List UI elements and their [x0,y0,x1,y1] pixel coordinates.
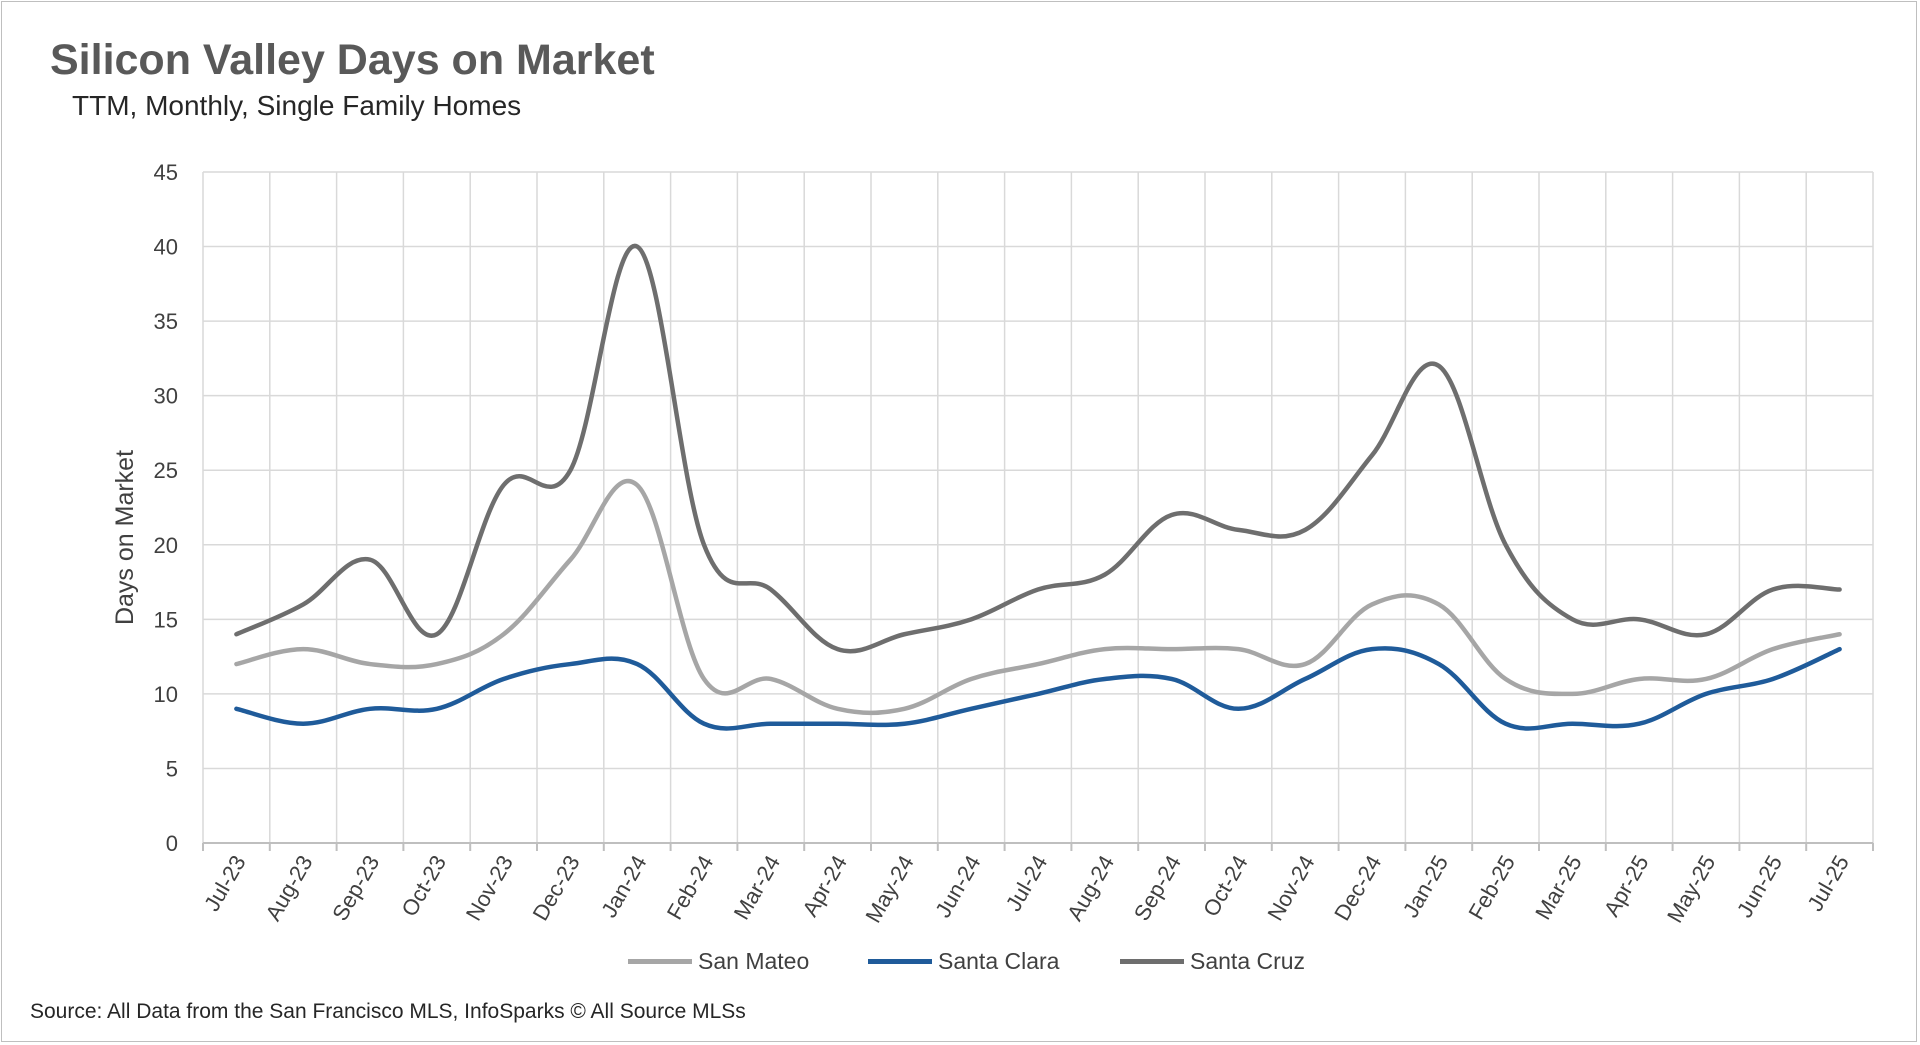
legend-item-san-mateo: San Mateo [628,948,809,975]
legend-swatch [628,959,692,964]
series-line-santa-cruz [234,244,1842,654]
y-tick-label: 30 [154,384,178,409]
x-tick-label: Apr-25 [1599,851,1654,921]
gridlines [202,171,1874,844]
x-axis: Jul-23 Aug-23 Sep-23 Oct-23 Nov-23 Dec-23 Jan-… [199,842,1874,927]
legend-item-santa-clara: Santa Clara [868,948,1059,975]
legend-label: Santa Cruz [1190,948,1306,974]
x-tick-label: Jun-25 [1732,851,1787,922]
x-tick-label: Dec-23 [528,851,585,925]
x-tick-label: Sep-24 [1129,851,1186,925]
chart-subtitle: TTM, Monthly, Single Family Homes [72,90,522,121]
series-lines [234,244,1842,731]
legend-swatch [1120,959,1184,964]
series-line-san-mateo [234,479,1842,716]
x-tick-label: May-25 [1662,851,1720,927]
x-tick-label: Jun-24 [930,851,985,922]
x-tick-label: Dec-24 [1329,851,1386,925]
x-tick-label: Sep-23 [327,851,384,925]
x-tick-label: Jul-23 [199,851,251,915]
legend-swatch [868,959,932,964]
x-tick-label: Aug-23 [260,851,317,925]
x-tick-label: Feb-24 [662,851,719,924]
y-tick-label: 35 [154,309,178,334]
x-tick-label: May-24 [860,851,918,927]
x-tick-label: Aug-24 [1062,851,1119,925]
legend-label: Santa Clara [938,948,1060,974]
x-tick-label: Jan-25 [1398,851,1453,922]
x-tick-label: Nov-24 [1262,851,1319,925]
legend-item-santa-cruz: Santa Cruz [1120,948,1305,975]
y-tick-label: 0 [166,831,178,856]
x-tick-label: Feb-25 [1463,851,1520,924]
legend: San Mateo Santa Clara Santa Cruz [0,948,1920,978]
y-tick-label: 15 [154,607,178,632]
y-tick-label: 10 [154,682,178,707]
x-tick-label: Jan-24 [596,851,651,922]
y-axis-label: Days on Market [111,450,139,625]
series-line-santa-clara [234,646,1842,731]
y-tick-label: 5 [166,756,178,781]
chart-title: Silicon Valley Days on Market [50,36,655,84]
x-tick-label: Jul-24 [1001,851,1053,915]
x-tick-label: Oct-24 [1198,851,1253,921]
x-tick-label: Mar-24 [729,851,785,924]
x-tick-label: Apr-24 [797,851,852,921]
x-tick-label: Jul-25 [1802,851,1854,915]
x-tick-label: Mar-25 [1530,851,1586,924]
legend-label: San Mateo [698,948,810,974]
y-tick-label: 45 [154,160,178,185]
x-tick-label: Nov-23 [461,851,518,925]
x-tick-label: Oct-23 [396,851,451,921]
y-axis: 0 5 10 15 20 25 30 35 40 45 [154,160,178,856]
y-tick-label: 40 [154,235,178,260]
y-tick-label: 20 [154,533,178,558]
y-tick-label: 25 [154,458,178,483]
source-note: Source: All Data from the San Francisco … [30,1000,746,1023]
